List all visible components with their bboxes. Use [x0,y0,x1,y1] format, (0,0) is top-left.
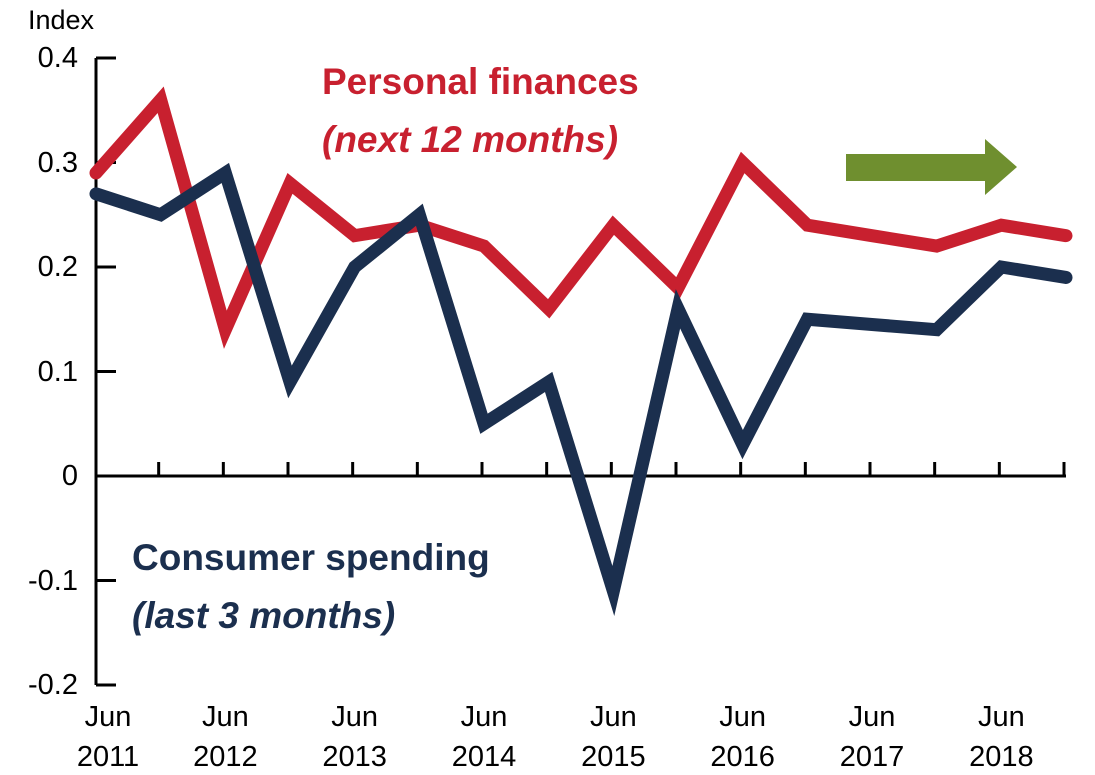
y-tick-label: -0.2 [28,669,78,701]
x-tick-label: Jun 2012 [193,701,258,773]
annotation: Consumer spending [132,537,490,578]
line [89,162,1073,616]
annotation: Personal finances [322,61,639,102]
annotation: (last 3 months) [132,595,396,636]
y-tick-label: -0.1 [28,564,78,597]
x-tick-label: Jun 2018 [969,701,1034,773]
y-tick-label: 0.3 [37,146,78,179]
x-tick-label: Jun 2013 [322,701,387,773]
annotation: (next 12 months) [322,119,619,160]
y-tick-label: 0.1 [37,355,78,388]
y-tick-label: 0 [61,460,78,492]
arrow [846,139,1017,195]
y-tick-label: 0.2 [37,251,78,283]
x-tick-label: Jun 2017 [839,701,905,773]
x-tick-label: Jun 2011 [76,701,140,773]
x-tick-label: Jun 2015 [581,701,646,773]
y-axis-label: Index [28,5,95,35]
y-tick-label: 0.4 [37,42,78,74]
x-tick-label: Jun 2014 [451,701,517,773]
x-tick-label: Jun 2016 [710,701,775,773]
